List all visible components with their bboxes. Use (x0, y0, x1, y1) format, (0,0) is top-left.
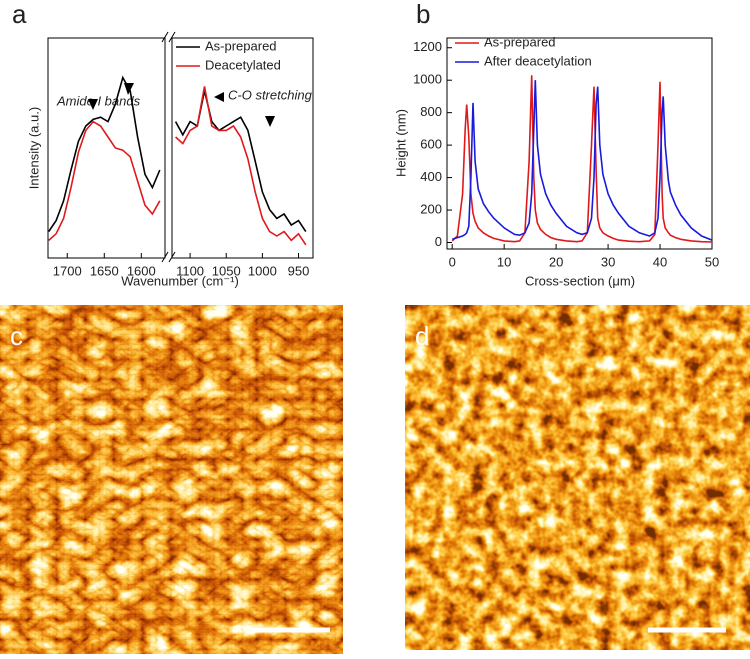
plot-frame (446, 37, 713, 250)
annotation: C-O stretching (228, 87, 313, 102)
plot-frame (171, 37, 314, 259)
y-axis-label: Intensity (a.u.) (26, 107, 41, 189)
data-line (175, 86, 307, 246)
data-line (451, 80, 713, 241)
legend-label: As-prepared (484, 34, 556, 49)
x-tick-label: 1700 (53, 263, 82, 278)
y-tick-label: 600 (420, 137, 442, 152)
annotation: Amide I bands (56, 93, 141, 108)
data-line (48, 75, 161, 233)
x-tick-label: 1000 (248, 263, 277, 278)
x-tick-label: 20 (549, 254, 563, 269)
x-tick-label: 50 (705, 254, 719, 269)
arrowhead (265, 116, 275, 127)
x-tick-label: 40 (653, 254, 667, 269)
arrowhead (88, 99, 98, 110)
x-axis-label: Wavenumber (cm⁻¹) (121, 273, 239, 288)
arrowhead (214, 92, 224, 102)
y-tick-label: 800 (420, 104, 442, 119)
axis-break (161, 30, 176, 266)
panel-label: a (12, 0, 27, 29)
x-tick-label: 1100 (176, 263, 204, 278)
panel-label: b (416, 0, 430, 29)
x-tick-label: 0 (449, 254, 456, 269)
data-line (48, 120, 161, 241)
data-line (451, 75, 713, 243)
y-axis-label: Height (nm) (393, 109, 408, 177)
y-tick-label: 0 (435, 234, 442, 249)
panel-label: d (415, 321, 429, 351)
plot-frame (47, 37, 166, 259)
legend-label: As-prepared (205, 38, 277, 53)
legend-label: Deacetylated (205, 57, 281, 72)
x-tick-label: 1650 (90, 263, 119, 278)
x-tick-label: 1600 (127, 263, 156, 278)
data-line (174, 90, 307, 233)
x-tick-label: 30 (601, 254, 615, 269)
y-tick-label: 1200 (413, 39, 442, 54)
x-tick-label: 10 (497, 254, 511, 269)
afm-image (0, 305, 343, 654)
x-tick-label: 1050 (212, 263, 241, 278)
panel-label: c (10, 321, 23, 351)
y-tick-label: 1000 (413, 72, 442, 87)
x-axis-label: Cross-section (μm) (525, 273, 635, 288)
afm-image (405, 305, 750, 650)
x-tick-label: 950 (288, 263, 310, 278)
legend-label: After deacetylation (484, 53, 592, 68)
y-tick-label: 400 (420, 169, 442, 184)
y-tick-label: 200 (420, 201, 442, 216)
